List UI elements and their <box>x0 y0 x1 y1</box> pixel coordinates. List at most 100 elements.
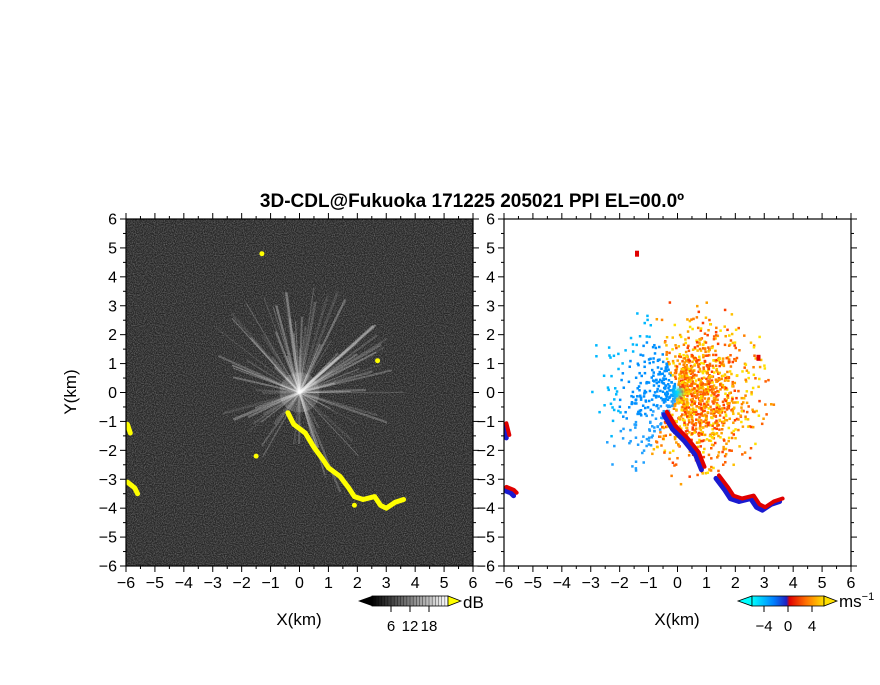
velocity-pixel <box>613 355 616 358</box>
intensity-colorbar-right-arrow <box>448 596 461 606</box>
velocity-pixel <box>673 407 676 410</box>
velocity-pixel <box>717 424 720 427</box>
velocity-pixel <box>676 401 679 404</box>
velocity-pixel <box>640 375 643 378</box>
velocity-pixel <box>661 426 664 429</box>
velocity-pixel <box>737 418 740 421</box>
velocity-pixel <box>707 346 710 349</box>
y-tick-label: 6 <box>108 212 117 229</box>
velocity-pixel <box>713 338 716 341</box>
velocity-pixel <box>745 363 748 366</box>
velocity-pixel <box>650 324 653 327</box>
velocity-pixel <box>634 426 637 429</box>
colorbar-tick-label: −4 <box>755 618 772 635</box>
colorbar-tick-label: 4 <box>808 618 816 635</box>
velocity-pixel <box>733 407 736 410</box>
velocity-pixel <box>735 397 738 400</box>
velocity-pixel <box>703 377 706 380</box>
velocity-pixel <box>620 379 623 382</box>
velocity-pixel <box>684 357 687 360</box>
velocity-colorbar-unit: ms−1 <box>839 591 874 611</box>
velocity-pixel <box>612 420 615 423</box>
velocity-pixel <box>706 422 709 425</box>
velocity-pixel <box>728 334 731 337</box>
velocity-pixel <box>704 360 707 363</box>
velocity-pixel <box>651 369 654 372</box>
velocity-pixel <box>639 354 642 357</box>
velocity-pixel <box>764 403 767 406</box>
intensity-colorbar-unit: dB <box>463 593 484 612</box>
velocity-colorbar-unit-exponent: −1 <box>862 591 875 603</box>
x-tick-label: 1 <box>702 575 711 592</box>
velocity-pixel <box>696 385 699 388</box>
velocity-pixel <box>764 380 767 383</box>
velocity-pixel <box>727 396 730 399</box>
velocity-pixel <box>752 366 755 369</box>
intensity-colorbar-left-arrow <box>358 596 372 606</box>
velocity-pixel <box>762 417 765 420</box>
x-tick-label: 1 <box>324 575 333 592</box>
velocity-pixel <box>707 386 710 389</box>
velocity-pixel <box>639 335 642 338</box>
velocity-pixel <box>710 466 713 469</box>
velocity-pixel <box>677 443 680 446</box>
velocity-pixel <box>628 442 631 445</box>
y-tick-label: −1 <box>477 414 495 431</box>
velocity-pixel <box>702 322 705 325</box>
velocity-pixel <box>710 457 713 460</box>
velocity-pixel <box>670 475 673 478</box>
velocity-pixel <box>698 406 701 409</box>
velocity-pixel <box>613 445 616 448</box>
velocity-pixel <box>664 341 667 344</box>
velocity-pixel <box>630 403 633 406</box>
y-tick-label: −5 <box>99 530 117 547</box>
velocity-pixel <box>702 426 705 429</box>
y-tick-label: −3 <box>477 472 495 489</box>
velocity-pixel <box>643 366 646 369</box>
velocity-pixel <box>643 392 646 395</box>
velocity-pixel <box>746 390 749 393</box>
velocity-pixel <box>655 418 658 421</box>
velocity-pixel <box>750 447 753 450</box>
colorbar-tick-label: 18 <box>421 618 438 635</box>
velocity-pixel <box>680 356 683 359</box>
velocity-pixel <box>711 386 714 389</box>
velocity-pixel <box>696 474 699 477</box>
x-tick-label: −3 <box>582 575 600 592</box>
velocity-pixel <box>635 421 638 424</box>
velocity-pixel <box>718 451 721 454</box>
velocity-pixel <box>737 429 740 432</box>
velocity-pixel <box>668 379 671 382</box>
velocity-pixel <box>693 387 696 390</box>
velocity-pixel <box>750 341 753 344</box>
velocity-pixel <box>693 413 696 416</box>
x-tick-label: −6 <box>495 575 513 592</box>
velocity-pixel <box>734 341 737 344</box>
velocity-pixel <box>763 364 766 367</box>
velocity-pixel <box>715 365 718 368</box>
velocity-pixel <box>624 349 627 352</box>
velocity-pixel <box>672 374 675 377</box>
velocity-pixel <box>734 428 737 431</box>
velocity-pixel <box>728 418 731 421</box>
velocity-pixel <box>689 408 692 411</box>
velocity-pixel <box>725 387 728 390</box>
velocity-pixel <box>663 410 666 413</box>
x-tick-label: 2 <box>731 575 740 592</box>
velocity-pixel <box>717 435 720 438</box>
velocity-pixel <box>697 327 700 330</box>
velocity-pixel <box>658 381 661 384</box>
velocity-pixel <box>735 347 738 350</box>
velocity-pixel <box>700 395 703 398</box>
velocity-pixel <box>740 421 743 424</box>
velocity-pixel <box>678 363 681 366</box>
velocity-pixel <box>733 344 736 347</box>
velocity-pixel <box>753 374 756 377</box>
velocity-pixel <box>691 403 694 406</box>
velocity-pixel <box>681 360 684 363</box>
velocity-pixel <box>696 441 699 444</box>
velocity-pixel <box>629 360 632 363</box>
y-tick-label: −6 <box>99 559 117 576</box>
velocity-pixel <box>728 361 731 364</box>
velocity-pixel <box>684 366 687 369</box>
